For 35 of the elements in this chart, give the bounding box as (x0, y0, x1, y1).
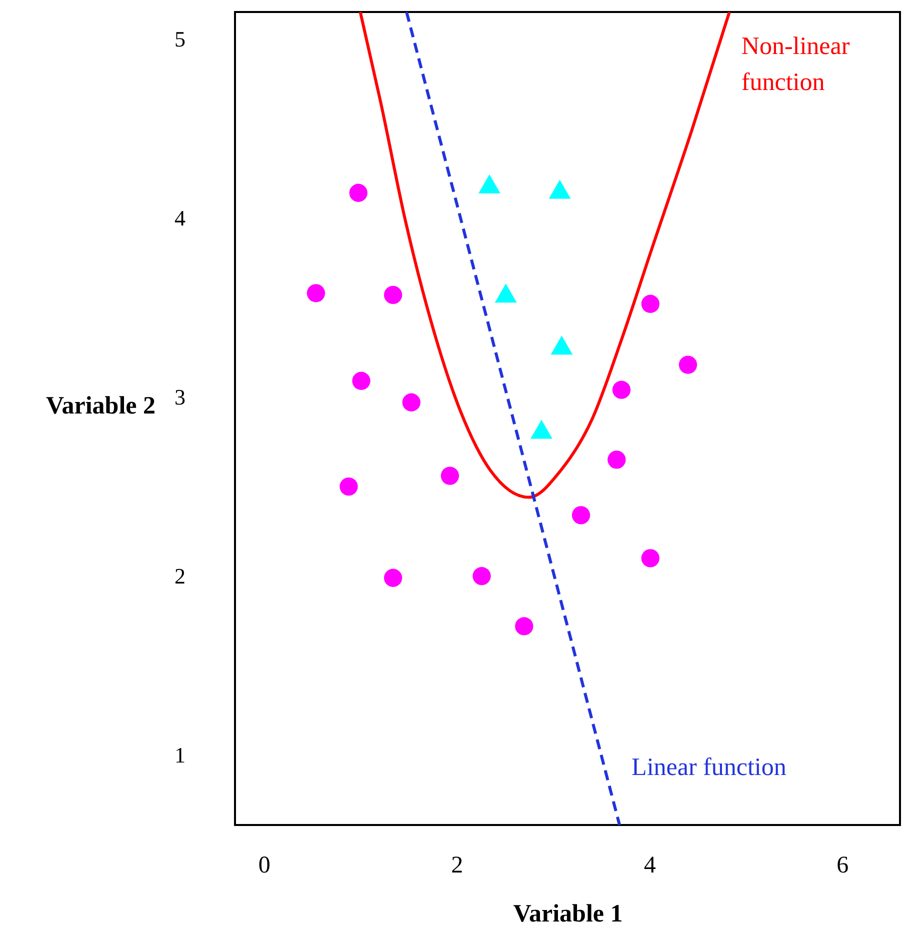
point (548, 180, 571, 199)
point (515, 617, 534, 636)
series-label: Linear function (632, 754, 787, 781)
x-axis-title: Variable 1 (513, 900, 623, 928)
x-tick-label: 4 (644, 852, 656, 878)
x-tick-label: 0 (258, 852, 270, 878)
point (494, 284, 517, 303)
point (608, 450, 626, 469)
point (440, 466, 460, 485)
point (349, 184, 368, 202)
point (402, 393, 420, 412)
point (641, 294, 660, 313)
x-tick-label: 2 (451, 852, 464, 878)
series-label: Non-linear function (741, 33, 850, 96)
point (478, 174, 500, 194)
point (384, 568, 402, 587)
y-tick-label: 5 (174, 26, 186, 52)
point (572, 506, 590, 524)
point (550, 336, 573, 355)
x-tick-label: 6 (836, 852, 849, 878)
point (306, 284, 326, 302)
y-tick-label: 2 (174, 564, 186, 589)
line-series (358, 12, 731, 499)
y-tick-label: 3 (174, 384, 186, 410)
y-tick-label: 1 (174, 742, 186, 768)
point (352, 372, 370, 390)
y-tick-label: 4 (174, 205, 186, 230)
point (340, 477, 358, 496)
point (530, 420, 552, 439)
y-axis-title: Variable 2 (46, 392, 156, 420)
point (678, 356, 698, 374)
point (612, 380, 631, 399)
point (641, 549, 660, 568)
point (384, 286, 402, 304)
point (472, 567, 491, 586)
